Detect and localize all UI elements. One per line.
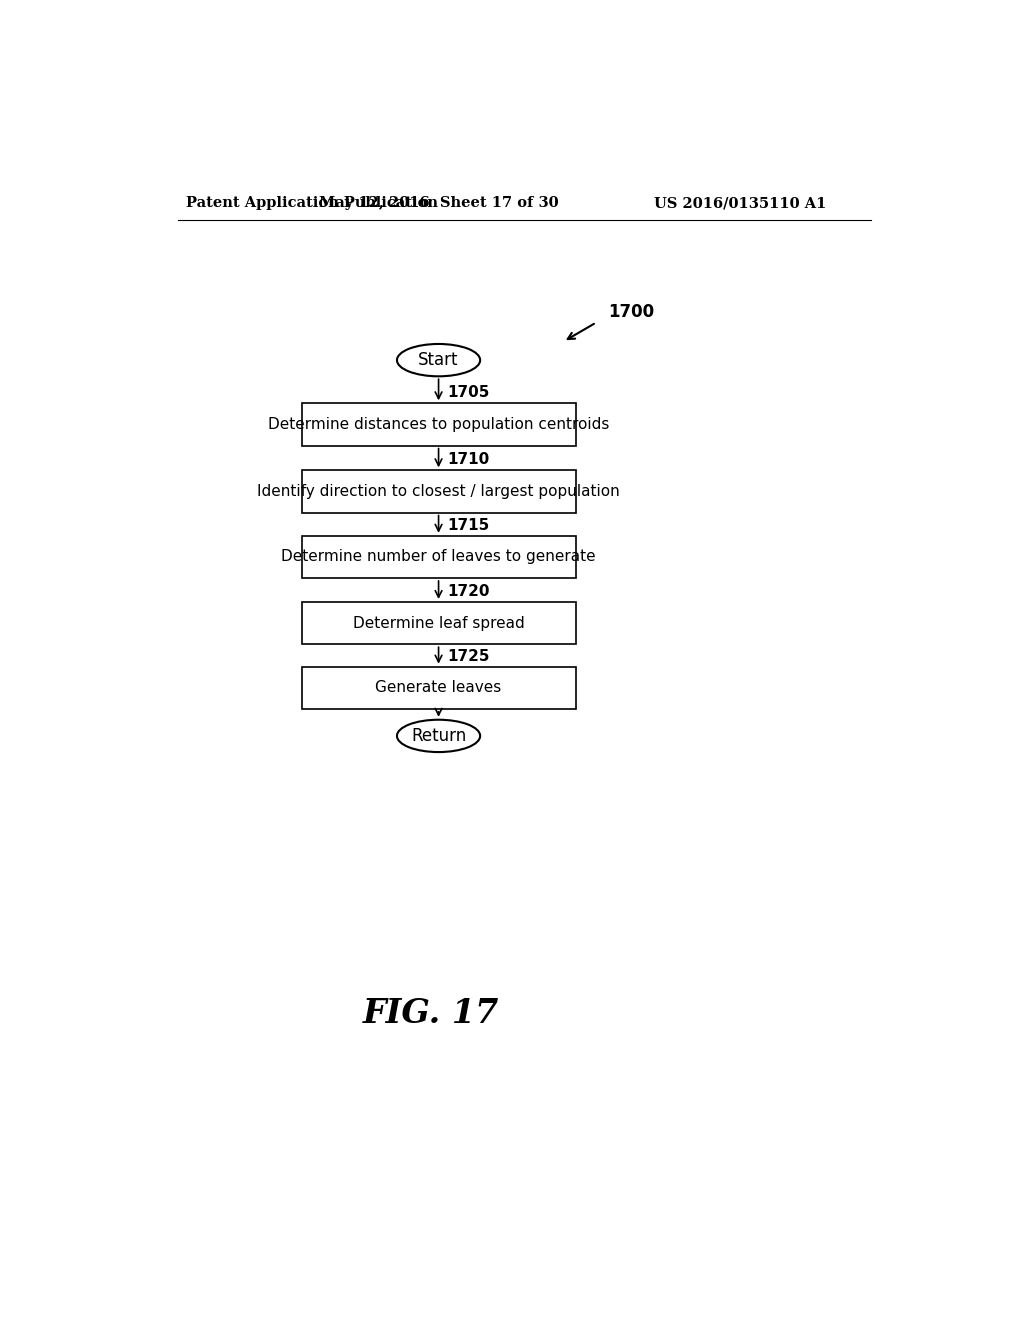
FancyBboxPatch shape [301,404,575,446]
Text: Identify direction to closest / largest population: Identify direction to closest / largest … [257,484,620,499]
Text: Generate leaves: Generate leaves [376,680,502,696]
Text: Determine number of leaves to generate: Determine number of leaves to generate [282,549,596,565]
Text: 1715: 1715 [447,517,490,533]
Text: 1710: 1710 [447,453,490,467]
Ellipse shape [397,719,480,752]
Text: Patent Application Publication: Patent Application Publication [186,197,438,210]
Text: FIG. 17: FIG. 17 [362,997,499,1030]
FancyBboxPatch shape [301,536,575,578]
Text: May 12, 2016  Sheet 17 of 30: May 12, 2016 Sheet 17 of 30 [318,197,558,210]
Text: 1700: 1700 [608,304,654,321]
Text: 1705: 1705 [447,385,490,400]
Text: Determine distances to population centroids: Determine distances to population centro… [268,417,609,432]
Text: Determine leaf spread: Determine leaf spread [352,615,524,631]
FancyBboxPatch shape [301,470,575,512]
FancyBboxPatch shape [301,602,575,644]
Text: US 2016/0135110 A1: US 2016/0135110 A1 [654,197,826,210]
Ellipse shape [397,345,480,376]
Text: Return: Return [411,727,466,744]
Text: 1725: 1725 [447,648,490,664]
FancyBboxPatch shape [301,667,575,709]
Text: Start: Start [419,351,459,370]
Text: 1720: 1720 [447,583,490,599]
